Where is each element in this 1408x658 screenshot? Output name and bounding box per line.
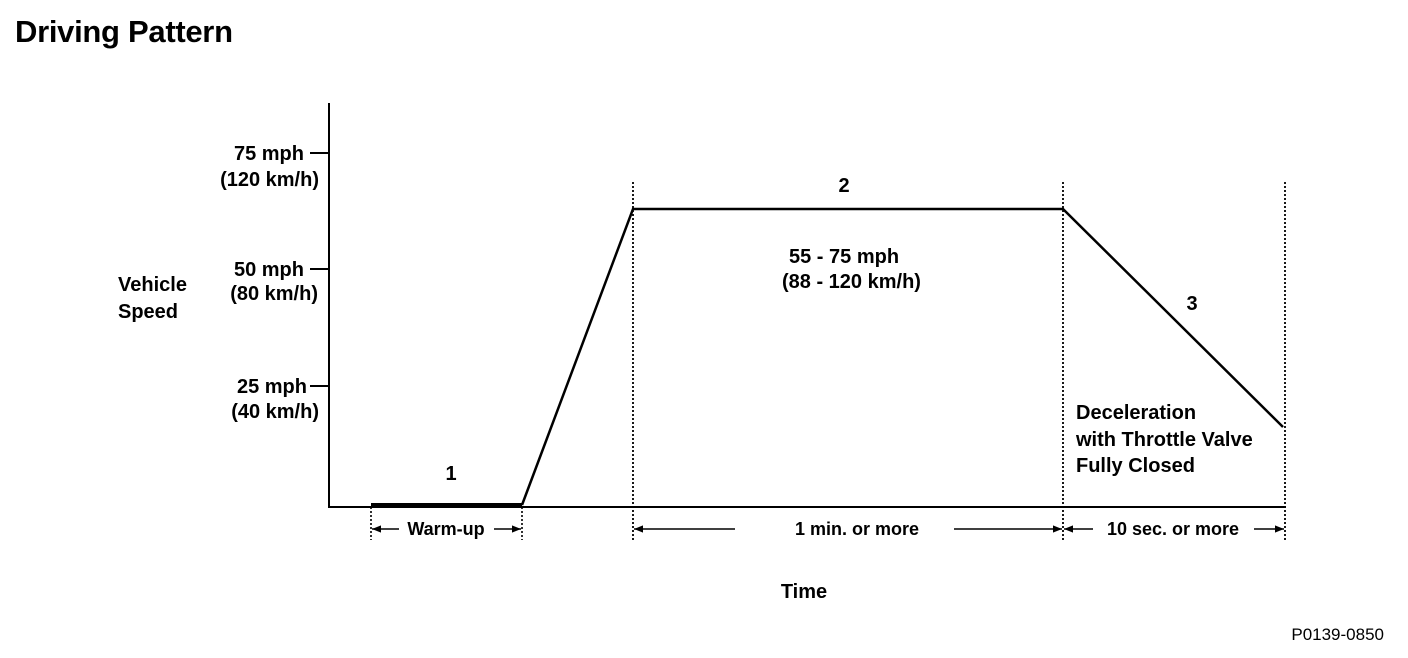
phase-1-number: 1 — [445, 463, 456, 485]
x-axis-label: Time — [781, 581, 827, 603]
y-axis-label-line2: Speed — [118, 301, 178, 323]
phase-2-duration-label: 1 min. or more — [795, 519, 919, 539]
speed-profile-line — [520, 207, 1284, 506]
phase-3-note-line3: Fully Closed — [1076, 455, 1195, 477]
phase-2-number: 2 — [838, 175, 849, 197]
warmup-duration-label: Warm-up — [407, 519, 484, 539]
y-tick-label-25-kmh: (40 km/h) — [231, 401, 319, 423]
y-tick-label-50-mph: 50 mph — [234, 259, 304, 281]
phase-3-number: 3 — [1186, 293, 1197, 315]
y-tick-label-50-kmh: (80 km/h) — [230, 283, 318, 305]
phase-3-note-line2: with Throttle Valve — [1075, 429, 1253, 451]
phase-3-duration-label: 10 sec. or more — [1107, 519, 1239, 539]
phase-2-speed-mph: 55 - 75 mph — [789, 246, 899, 268]
figure-code: P0139-0850 — [1291, 625, 1384, 644]
y-tick-label-75-kmh: (120 km/h) — [220, 169, 319, 191]
phase-3-note-line1: Deceleration — [1076, 402, 1196, 424]
y-tick-label-75-mph: 75 mph — [234, 143, 304, 165]
page-title: Driving Pattern — [15, 14, 233, 49]
y-axis-label-line1: Vehicle — [118, 274, 187, 296]
y-tick-label-25-mph: 25 mph — [237, 376, 307, 398]
phase-2-speed-kmh: (88 - 120 km/h) — [782, 271, 921, 293]
